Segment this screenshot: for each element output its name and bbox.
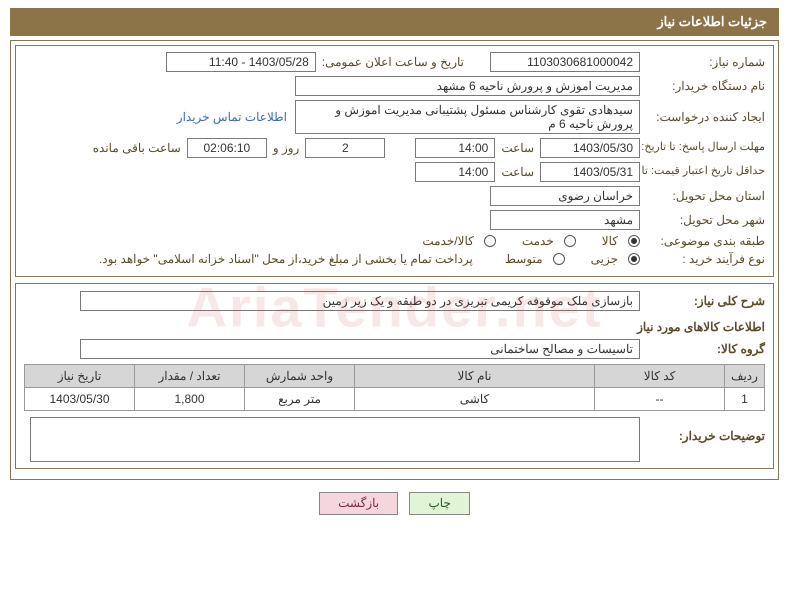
table-header: کد کالا — [595, 365, 725, 388]
radio-icon — [484, 235, 496, 247]
group-field: تاسیسات و مصالح ساختمانی — [80, 339, 640, 359]
remain-label: ساعت باقی مانده — [87, 141, 187, 155]
payment-note: پرداخت تمام یا بخشی از مبلغ خرید،از محل … — [99, 252, 483, 266]
radio-icon — [564, 235, 576, 247]
table-cell: کاشی — [355, 388, 595, 411]
buyer-field: مدیریت اموزش و پرورش ناحیه 6 مشهد — [295, 76, 640, 96]
days-count-field: 2 — [305, 138, 385, 158]
buyer-notes-label: توضیحات خریدار: — [640, 417, 765, 447]
description-section: شرح کلی نیاز: بازسازی ملک موقوفه کریمی ت… — [15, 283, 774, 469]
validity-date-field: 1403/05/31 — [540, 162, 640, 182]
announce-label: تاریخ و ساعت اعلان عمومی: — [316, 55, 470, 69]
buyer-label: نام دستگاه خریدار: — [640, 79, 765, 93]
items-table: ردیفکد کالانام کالاواحد شمارشتعداد / مقد… — [24, 364, 765, 411]
creator-field: سیدهادی تقوی کارشناس مسئول پشتیبانی مدیر… — [295, 100, 640, 134]
radio-label: کالا — [596, 234, 624, 248]
need-number-field: 1103030681000042 — [490, 52, 640, 72]
validity-hour-field: 14:00 — [415, 162, 495, 182]
province-field: خراسان رضوی — [490, 186, 640, 206]
days-label: روز و — [267, 141, 306, 155]
back-button[interactable]: بازگشت — [319, 492, 398, 515]
category-option[interactable]: کالا/خدمت — [416, 234, 495, 248]
desc-field: بازسازی ملک موقوفه کریمی تبریزی در دو طب… — [80, 291, 640, 311]
table-row: 1--کاشیمتر مربع1,8001403/05/30 — [25, 388, 765, 411]
category-option[interactable]: خدمت — [516, 234, 576, 248]
announce-field: 1403/05/28 - 11:40 — [166, 52, 316, 72]
buyer-notes-box — [30, 417, 640, 462]
radio-label: خدمت — [516, 234, 560, 248]
need-number-label: شماره نیاز: — [640, 55, 765, 69]
table-header: تعداد / مقدار — [135, 365, 245, 388]
page-header: جزئیات اطلاعات نیاز — [10, 8, 779, 36]
countdown-field: 02:06:10 — [187, 138, 267, 158]
radio-icon — [628, 253, 640, 265]
table-cell: -- — [595, 388, 725, 411]
table-header: نام کالا — [355, 365, 595, 388]
city-label: شهر محل تحویل: — [640, 213, 765, 227]
radio-label: کالا/خدمت — [416, 234, 479, 248]
main-container: شماره نیاز: 1103030681000042 تاریخ و ساع… — [10, 40, 779, 480]
deadline-hour-field: 14:00 — [415, 138, 495, 158]
items-title: اطلاعات کالاهای مورد نیاز — [24, 316, 765, 338]
creator-label: ایجاد کننده درخواست: — [640, 110, 765, 124]
deadline-label: مهلت ارسال پاسخ: تا تاریخ: — [640, 141, 765, 154]
contact-link[interactable]: اطلاعات تماس خریدار — [177, 110, 295, 124]
button-bar: چاپ بازگشت — [0, 486, 789, 523]
radio-label: جزیی — [585, 252, 624, 266]
table-header: ردیف — [725, 365, 765, 388]
category-option[interactable]: کالا — [596, 234, 640, 248]
print-button[interactable]: چاپ — [409, 492, 469, 515]
process-option[interactable]: جزیی — [585, 252, 640, 266]
table-cell: 1403/05/30 — [25, 388, 135, 411]
table-cell: متر مربع — [245, 388, 355, 411]
hour-label-2: ساعت — [495, 165, 540, 179]
city-field: مشهد — [490, 210, 640, 230]
group-label: گروه کالا: — [640, 338, 765, 360]
radio-icon — [628, 235, 640, 247]
table-cell: 1,800 — [135, 388, 245, 411]
details-section: شماره نیاز: 1103030681000042 تاریخ و ساع… — [15, 45, 774, 277]
deadline-date-field: 1403/05/30 — [540, 138, 640, 158]
desc-label: شرح کلی نیاز: — [640, 290, 765, 312]
province-label: استان محل تحویل: — [640, 189, 765, 203]
validity-label: حداقل تاریخ اعتبار قیمت: تا تاریخ: — [640, 165, 765, 178]
category-radio-group: کالا خدمت کالا/خدمت — [400, 234, 640, 248]
process-label: نوع فرآیند خرید : — [640, 252, 765, 266]
table-header: واحد شمارش — [245, 365, 355, 388]
hour-label-1: ساعت — [495, 141, 540, 155]
table-cell: 1 — [725, 388, 765, 411]
radio-label: متوسط — [499, 252, 549, 266]
radio-icon — [553, 253, 565, 265]
process-option[interactable]: متوسط — [499, 252, 565, 266]
category-label: طبقه بندی موضوعی: — [640, 234, 765, 248]
table-header: تاریخ نیاز — [25, 365, 135, 388]
process-radio-group: جزیی متوسط — [483, 252, 640, 266]
